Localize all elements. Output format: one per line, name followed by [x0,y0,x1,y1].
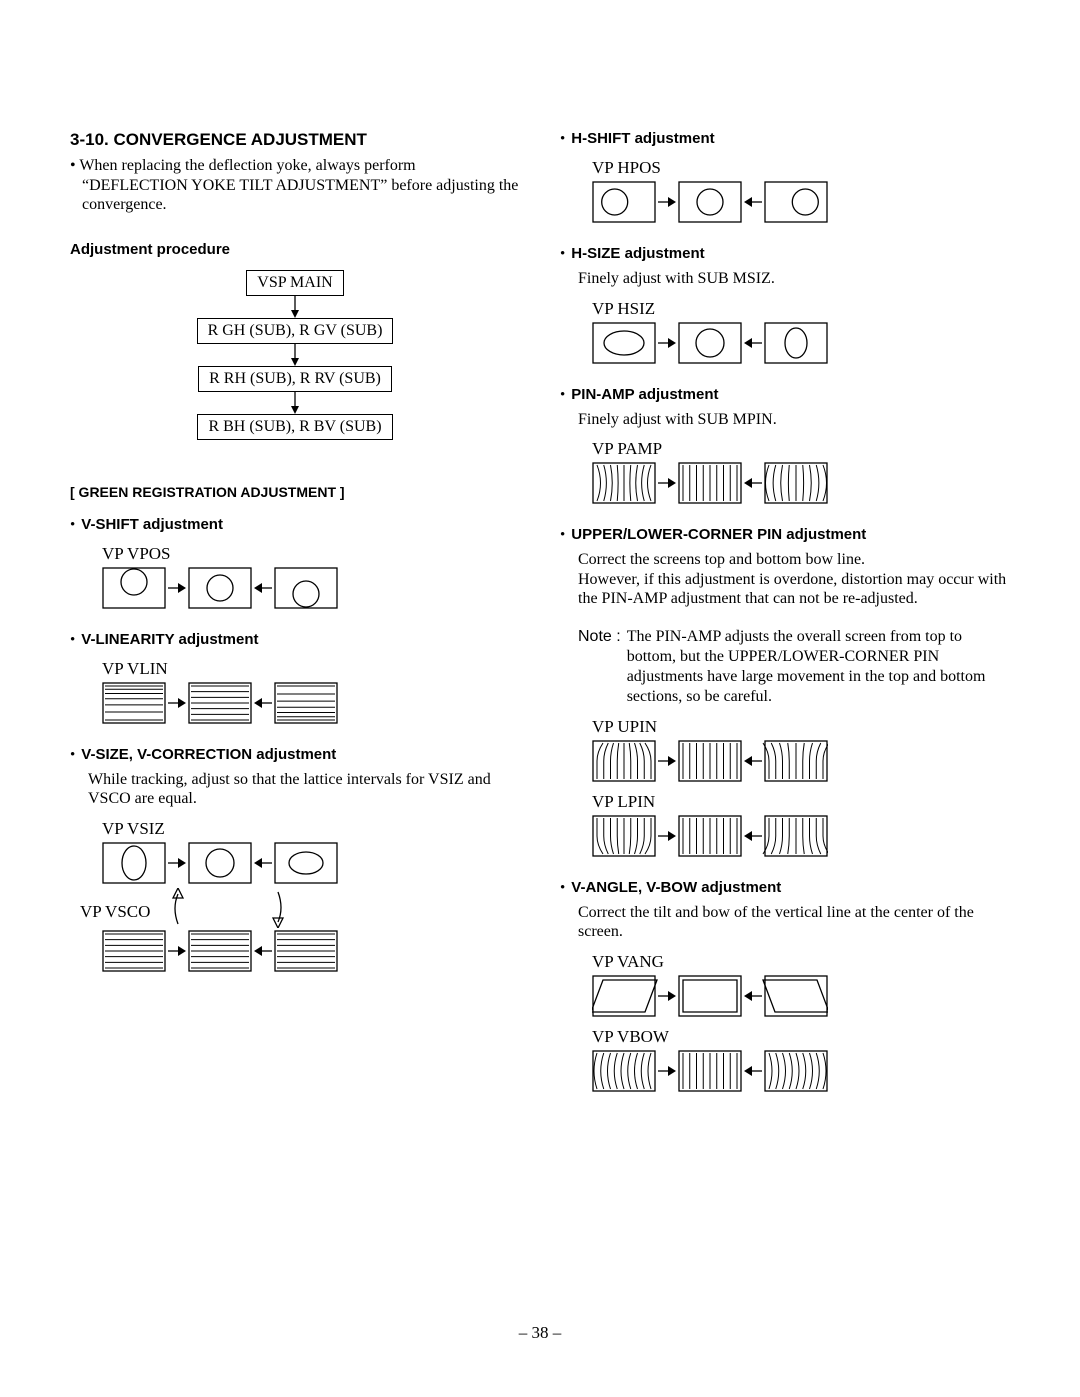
hshift-title: H-SHIFT adjustment [571,130,714,147]
vangle-heading: •V-ANGLE, V-BOW adjustment [560,879,1010,897]
vangle-text: Correct the tilt and bow of the vertical… [578,903,1010,942]
ulpin-text1: Correct the screens top and bottom bow l… [578,550,1010,570]
ulpin-vp1-label: VP UPIN [592,717,1010,737]
vsize-title: V-SIZE, V-CORRECTION adjustment [81,746,336,763]
pinamp-diagram [592,462,1010,504]
vangle-title: V-ANGLE, V-BOW adjustment [571,879,781,896]
vlin-vp-label: VP VLIN [102,659,520,679]
pinamp-vp-label: VP PAMP [592,439,1010,459]
vangle-vp1-label: VP VANG [592,952,1010,972]
vsize-heading: •V-SIZE, V-CORRECTION adjustment [70,746,520,764]
vangle-diagram-1 [592,975,1010,1017]
hsize-diagram [592,322,1010,364]
section-heading: CONVERGENCE ADJUSTMENT [113,130,366,149]
hshift-diagram [592,181,1010,223]
vangle-diagram-2 [592,1050,1010,1092]
pinamp-text: Finely adjust with SUB MPIN. [578,410,1010,430]
vshift-vp-label: VP VPOS [102,544,520,564]
vsize-vp2-label: VP VSCO [80,902,150,922]
vlin-heading: •V-LINEARITY adjustment [70,631,520,649]
pinamp-title: PIN-AMP adjustment [571,386,718,403]
ulpin-heading: •UPPER/LOWER-CORNER PIN adjustment [560,526,1010,544]
page: 3-10. CONVERGENCE ADJUSTMENT When replac… [0,0,1080,1397]
section-title: 3-10. CONVERGENCE ADJUSTMENT [70,130,520,150]
hshift-vp-label: VP HPOS [592,158,1010,178]
page-number: – 38 – [0,1323,1080,1343]
vangle-vp2-label: VP VBOW [592,1027,1010,1047]
vsize-link-arrows [158,888,298,928]
flow-arrow-icon [289,344,301,366]
vlin-diagram [102,682,520,724]
vsize-diagram-1 [102,842,520,884]
vshift-title: V-SHIFT adjustment [81,516,223,533]
flow-step-1: VSP MAIN [246,270,343,296]
vshift-diagram [102,567,520,609]
hsize-heading: •H-SIZE adjustment [560,245,1010,263]
hsize-text: Finely adjust with SUB MSIZ. [578,269,1010,289]
vlin-title: V-LINEARITY adjustment [81,631,258,648]
flow-step-2: R GH (SUB), R GV (SUB) [197,318,394,344]
vsize-vp1-label: VP VSIZ [102,819,520,839]
flow-step-3: R RH (SUB), R RV (SUB) [198,366,392,392]
ulpin-title: UPPER/LOWER-CORNER PIN adjustment [571,526,866,543]
intro-bullet: When replacing the deflection yoke, alwa… [82,156,520,215]
ulpin-text2: However, if this adjustment is overdone,… [578,570,1010,609]
flow-arrow-icon [289,296,301,318]
hshift-heading: •H-SHIFT adjustment [560,130,1010,148]
hsize-vp-label: VP HSIZ [592,299,1010,319]
left-column: 3-10. CONVERGENCE ADJUSTMENT When replac… [70,130,520,1092]
note-label: Note : [578,627,621,707]
green-registration-heading: [ GREEN REGISTRATION ADJUSTMENT ] [70,484,520,500]
section-number: 3-10. [70,130,109,149]
vsize-text: While tracking, adjust so that the latti… [88,770,520,809]
right-column: •H-SHIFT adjustment VP HPOS •H-SIZE adju… [560,130,1010,1092]
flow-arrow-icon [289,392,301,414]
adjustment-procedure-heading: Adjustment procedure [70,241,520,258]
vshift-heading: •V-SHIFT adjustment [70,516,520,534]
hsize-title: H-SIZE adjustment [571,245,704,262]
flow-step-4: R BH (SUB), R BV (SUB) [197,414,392,440]
note-body: The PIN-AMP adjusts the overall screen f… [627,627,1010,707]
ulpin-diagram-1 [592,740,1010,782]
ulpin-note: Note : The PIN-AMP adjusts the overall s… [578,627,1010,707]
procedure-flowchart: VSP MAIN R GH (SUB), R GV (SUB) R RH (SU… [70,270,520,440]
pinamp-heading: •PIN-AMP adjustment [560,386,1010,404]
columns: 3-10. CONVERGENCE ADJUSTMENT When replac… [70,130,1010,1092]
vsize-diagram-2 [102,930,520,972]
ulpin-vp2-label: VP LPIN [592,792,1010,812]
ulpin-diagram-2 [592,815,1010,857]
